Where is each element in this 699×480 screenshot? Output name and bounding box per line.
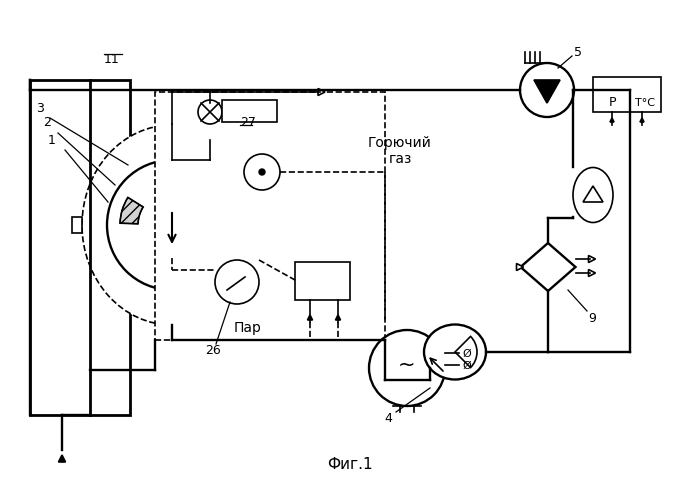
Text: 11: 11 xyxy=(104,53,120,66)
Wedge shape xyxy=(201,198,224,224)
Circle shape xyxy=(520,64,574,118)
Circle shape xyxy=(369,330,445,406)
Bar xyxy=(155,93,385,340)
Text: 1: 1 xyxy=(48,134,56,147)
Text: P: P xyxy=(608,96,616,109)
Polygon shape xyxy=(610,119,614,123)
Text: 4: 4 xyxy=(384,412,392,425)
Bar xyxy=(262,217,272,233)
Polygon shape xyxy=(521,243,575,291)
Text: Ø: Ø xyxy=(462,360,470,370)
Circle shape xyxy=(244,155,280,191)
Polygon shape xyxy=(59,455,66,462)
Circle shape xyxy=(215,261,259,304)
Polygon shape xyxy=(336,315,340,320)
Polygon shape xyxy=(308,315,312,320)
Text: Ø: Ø xyxy=(462,348,470,358)
Ellipse shape xyxy=(573,168,613,223)
Circle shape xyxy=(198,101,222,125)
Text: T°C: T°C xyxy=(635,98,655,108)
Bar xyxy=(72,217,82,233)
Bar xyxy=(222,101,277,123)
Polygon shape xyxy=(589,270,596,277)
Polygon shape xyxy=(589,256,596,263)
Text: Горючий
газ: Горючий газ xyxy=(368,136,432,166)
Text: 5: 5 xyxy=(574,47,582,60)
Circle shape xyxy=(107,161,237,290)
Text: ~: ~ xyxy=(398,354,416,374)
Polygon shape xyxy=(318,89,325,96)
Ellipse shape xyxy=(82,126,262,325)
Wedge shape xyxy=(120,198,143,224)
Bar xyxy=(30,81,130,415)
Text: 2: 2 xyxy=(43,116,51,129)
Bar xyxy=(295,263,350,300)
Text: 27: 27 xyxy=(240,116,256,129)
Polygon shape xyxy=(583,187,603,203)
Text: Пар: Пар xyxy=(234,320,262,334)
Wedge shape xyxy=(455,337,477,368)
Text: 26: 26 xyxy=(205,344,221,357)
Text: Фиг.1: Фиг.1 xyxy=(327,456,373,471)
Bar xyxy=(593,78,661,113)
Text: 3: 3 xyxy=(36,101,44,114)
Polygon shape xyxy=(640,119,644,123)
Polygon shape xyxy=(517,264,524,271)
Ellipse shape xyxy=(424,325,486,380)
Polygon shape xyxy=(534,81,560,104)
Text: 9: 9 xyxy=(588,312,596,325)
Circle shape xyxy=(259,169,265,176)
